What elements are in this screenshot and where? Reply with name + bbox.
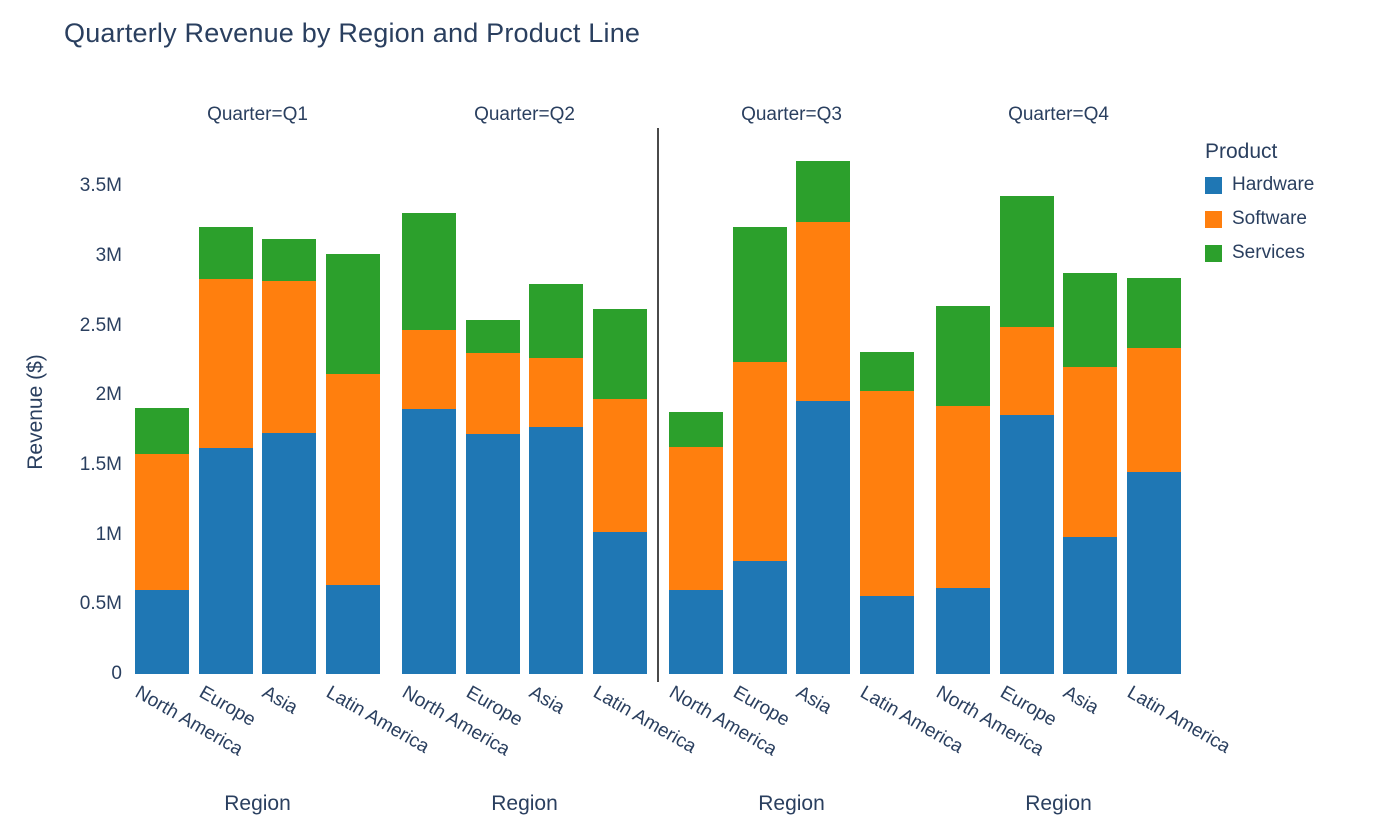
bar-segment-hardware[interactable] — [593, 531, 648, 674]
bar-segment-software[interactable] — [262, 280, 317, 433]
bar-segment-software[interactable] — [860, 391, 915, 596]
x-axis-title: Region — [224, 792, 291, 815]
x-axis-title: Region — [491, 792, 558, 815]
bar-segment-software[interactable] — [593, 399, 648, 532]
bar-segment-services[interactable] — [935, 305, 990, 407]
bar-segment-services[interactable] — [668, 411, 723, 447]
bar-segment-services[interactable] — [796, 161, 851, 223]
bar-segment-services[interactable] — [198, 226, 253, 280]
bar-segment-hardware[interactable] — [134, 590, 189, 674]
bar-segment-hardware[interactable] — [935, 587, 990, 674]
x-tick-label: Asia — [525, 682, 569, 719]
facet-label: Quarter=Q3 — [741, 104, 842, 125]
y-tick-label: 3.5M — [79, 175, 122, 197]
y-tick-label: 3M — [95, 244, 122, 266]
bar-segment-hardware[interactable] — [262, 432, 317, 674]
chart-title: Quarterly Revenue by Region and Product … — [64, 18, 641, 48]
bar-segment-services[interactable] — [860, 351, 915, 392]
bar-segment-software[interactable] — [401, 329, 456, 410]
bar-segment-software[interactable] — [732, 361, 787, 562]
legend-entry-hardware[interactable]: Hardware — [1205, 174, 1314, 196]
bar-segment-hardware[interactable] — [198, 448, 253, 674]
bar-segment-services[interactable] — [593, 308, 648, 400]
legend-items: Hardware Software Services — [1205, 174, 1314, 264]
bar-segment-software[interactable] — [935, 406, 990, 588]
bar-segment-services[interactable] — [529, 283, 584, 358]
y-tick-label: 1M — [95, 523, 122, 545]
legend: Product Hardware Software Services — [1205, 140, 1314, 276]
bar-segment-software[interactable] — [668, 446, 723, 591]
bar-segment-services[interactable] — [465, 319, 520, 354]
y-tick-label: 2.5M — [79, 314, 122, 336]
facet-label: Quarter=Q2 — [474, 104, 575, 125]
bar-segment-services[interactable] — [1063, 272, 1118, 368]
facet-divider — [657, 128, 659, 682]
bar-segment-software[interactable] — [134, 453, 189, 591]
legend-label: Services — [1232, 242, 1305, 263]
legend-label: Hardware — [1232, 174, 1315, 195]
software-swatch-icon — [1205, 210, 1222, 228]
bar-segment-software[interactable] — [326, 374, 381, 585]
bar-segment-services[interactable] — [1127, 278, 1182, 348]
bar-segment-software[interactable] — [529, 357, 584, 428]
bar-segment-services[interactable] — [999, 195, 1054, 327]
bar-segment-hardware[interactable] — [860, 595, 915, 674]
facet-label: Quarter=Q1 — [207, 104, 308, 125]
y-tick-label: 0 — [111, 663, 122, 684]
bar-segment-hardware[interactable] — [668, 590, 723, 674]
bar-segment-hardware[interactable] — [1063, 537, 1118, 674]
bar-segment-software[interactable] — [465, 353, 520, 435]
bar-segment-hardware[interactable] — [796, 400, 851, 674]
bar-segment-services[interactable] — [262, 239, 317, 281]
y-tick-label: 0.5M — [79, 593, 122, 615]
y-tick-label: 1.5M — [79, 453, 122, 475]
bar-segment-hardware[interactable] — [999, 414, 1054, 674]
bar-segment-software[interactable] — [796, 222, 851, 401]
x-tick-label: Latin America — [1123, 682, 1234, 758]
bar-segment-hardware[interactable] — [529, 427, 584, 674]
x-tick-label: Asia — [258, 682, 302, 719]
bar-segment-hardware[interactable] — [732, 561, 787, 674]
bar-segment-software[interactable] — [1063, 367, 1118, 538]
x-tick-label: North America — [131, 682, 247, 761]
x-tick-label: Asia — [792, 682, 836, 719]
x-tick-label: Asia — [1059, 682, 1103, 719]
bar-segment-software[interactable] — [999, 326, 1054, 415]
bar-segment-services[interactable] — [401, 212, 456, 330]
bar-segment-hardware[interactable] — [326, 584, 381, 674]
legend-title: Product — [1205, 140, 1278, 163]
bar-segment-software[interactable] — [198, 279, 253, 449]
x-axis-title: Region — [758, 792, 825, 815]
y-tick-label: 2M — [95, 384, 122, 406]
bar-segment-hardware[interactable] — [465, 434, 520, 674]
services-swatch-icon — [1205, 244, 1222, 262]
legend-entry-software[interactable]: Software — [1205, 208, 1314, 230]
bar-segment-hardware[interactable] — [401, 409, 456, 674]
bar-segment-services[interactable] — [732, 226, 787, 362]
bar-segment-services[interactable] — [134, 407, 189, 454]
x-axis-title: Region — [1025, 792, 1092, 815]
bar-segment-software[interactable] — [1127, 347, 1182, 472]
hardware-swatch-icon — [1205, 176, 1222, 194]
legend-entry-services[interactable]: Services — [1205, 242, 1314, 264]
facet-label: Quarter=Q4 — [1008, 104, 1109, 125]
bar-segment-hardware[interactable] — [1127, 471, 1182, 674]
legend-label: Software — [1232, 208, 1307, 229]
bar-segment-services[interactable] — [326, 254, 381, 375]
